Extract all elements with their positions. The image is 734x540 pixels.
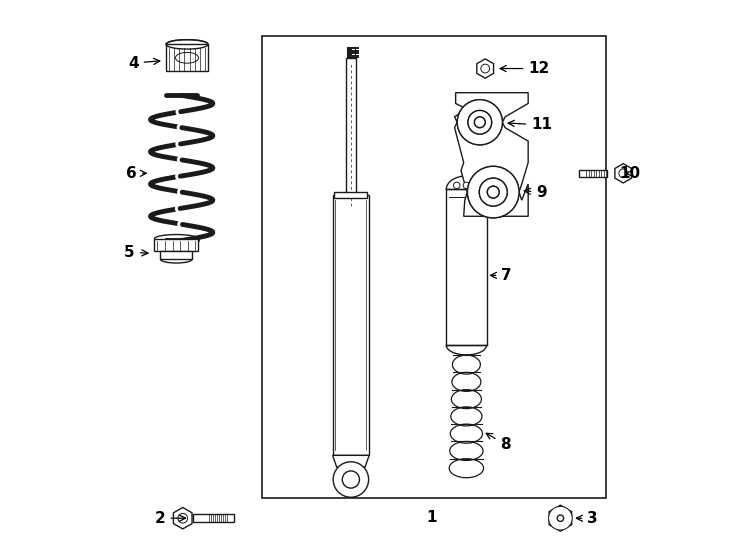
Circle shape <box>333 462 368 497</box>
Circle shape <box>474 117 485 127</box>
Text: 8: 8 <box>486 433 511 452</box>
Circle shape <box>473 182 479 188</box>
Circle shape <box>468 111 492 134</box>
Circle shape <box>468 111 492 134</box>
Text: 2: 2 <box>155 511 186 526</box>
Circle shape <box>619 169 628 178</box>
Text: 5: 5 <box>124 245 148 260</box>
Circle shape <box>178 514 188 523</box>
Bar <box>194 514 233 522</box>
Circle shape <box>342 471 360 488</box>
Bar <box>154 239 198 251</box>
Bar <box>333 195 369 455</box>
Polygon shape <box>549 505 572 531</box>
Circle shape <box>457 100 502 145</box>
Circle shape <box>479 178 507 206</box>
Bar <box>166 44 208 71</box>
Bar <box>446 190 487 345</box>
Bar <box>346 58 356 211</box>
Text: 11: 11 <box>508 118 552 132</box>
Circle shape <box>468 166 519 218</box>
Bar <box>335 192 367 198</box>
Polygon shape <box>173 508 192 529</box>
Circle shape <box>487 186 499 198</box>
Circle shape <box>481 64 490 73</box>
Text: 9: 9 <box>524 185 547 200</box>
Circle shape <box>474 117 485 127</box>
Text: 10: 10 <box>619 166 641 181</box>
Circle shape <box>463 182 470 188</box>
Circle shape <box>454 182 460 188</box>
Text: 12: 12 <box>500 61 550 76</box>
Circle shape <box>548 507 573 530</box>
Bar <box>579 170 607 177</box>
Bar <box>262 36 606 498</box>
Circle shape <box>487 186 499 198</box>
Text: 7: 7 <box>490 268 512 283</box>
Bar <box>161 251 192 259</box>
Polygon shape <box>333 455 369 467</box>
Polygon shape <box>454 93 528 217</box>
Text: 3: 3 <box>576 511 598 526</box>
Circle shape <box>479 178 507 206</box>
Polygon shape <box>477 59 493 78</box>
Circle shape <box>457 100 502 145</box>
Text: 1: 1 <box>426 510 437 525</box>
Text: 6: 6 <box>126 166 146 181</box>
Polygon shape <box>615 164 632 183</box>
Text: 4: 4 <box>128 56 160 71</box>
Circle shape <box>468 166 519 218</box>
Circle shape <box>557 515 564 522</box>
